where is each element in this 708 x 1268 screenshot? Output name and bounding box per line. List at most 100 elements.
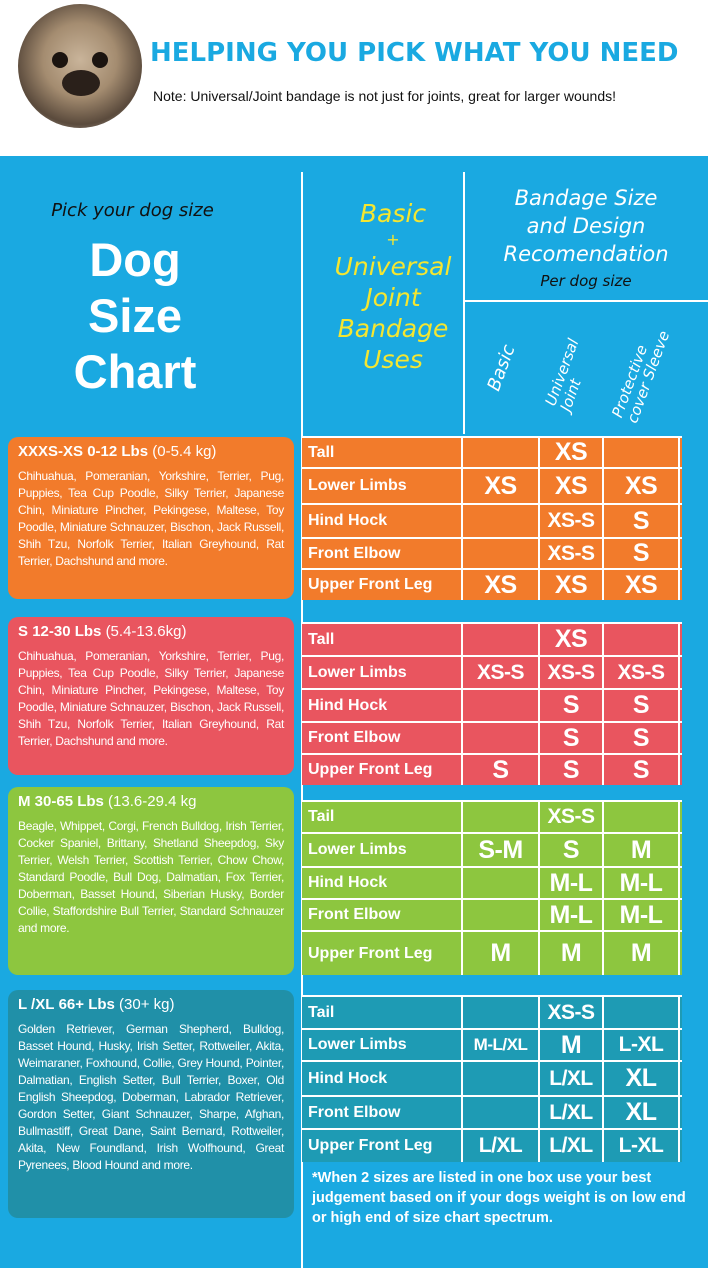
- basic-size: [463, 723, 540, 753]
- body-area-label: Hind Hock: [302, 690, 463, 721]
- basic-size: [463, 868, 540, 898]
- basic-size: S-M: [463, 834, 540, 866]
- basic-size: [463, 438, 540, 467]
- universal-size: S: [540, 834, 604, 866]
- table-row: Lower Limbs S-M S M: [302, 832, 682, 866]
- table-row: Hind Hock XS-S S: [302, 503, 682, 537]
- protective-size: M: [604, 932, 680, 975]
- universal-size: XS-S: [540, 539, 604, 568]
- body-area-label: Lower Limbs: [302, 657, 463, 688]
- protective-size: XS: [604, 469, 680, 503]
- protective-size: S: [604, 755, 680, 785]
- pick-size-label: Pick your dog size: [51, 200, 214, 221]
- body-area-label: Upper Front Leg: [302, 932, 463, 975]
- universal-size: M-L: [540, 900, 604, 930]
- rec-line: Recomendation: [503, 242, 669, 266]
- basic-size: [463, 1097, 540, 1128]
- breed-list: Chihuahua, Pomeranian, Yorkshire, Terrie…: [18, 649, 284, 748]
- uses-header: Basic + Universal Joint Bandage Uses: [318, 198, 468, 375]
- body-area-label: Front Elbow: [302, 1097, 463, 1128]
- table-row: Hind Hock S S: [302, 688, 682, 721]
- basic-size: M-L/XL: [463, 1030, 540, 1060]
- protective-size: XL: [604, 1097, 680, 1128]
- breed-list: Beagle, Whippet, Corgi, French Bulldog, …: [18, 819, 284, 935]
- table-row: Hind Hock L/XL XL: [302, 1060, 682, 1095]
- body-area-label: Front Elbow: [302, 900, 463, 930]
- body-area-label: Front Elbow: [302, 723, 463, 753]
- body-area-label: Upper Front Leg: [302, 755, 463, 785]
- universal-size: S: [540, 755, 604, 785]
- basic-size: [463, 505, 540, 537]
- universal-size: XS: [540, 570, 604, 600]
- breed-list: Golden Retriever, German Shepherd, Bulld…: [18, 1022, 284, 1172]
- divider: [463, 300, 708, 302]
- rec-line: and Design: [526, 214, 646, 238]
- protective-size: [604, 624, 680, 655]
- body-area-label: Tail: [302, 997, 463, 1028]
- universal-size: XS-S: [540, 505, 604, 537]
- table-row: Lower Limbs XS XS XS: [302, 467, 682, 503]
- universal-size: XS-S: [540, 657, 604, 688]
- protective-size: XS: [604, 570, 680, 600]
- basic-size: XS-S: [463, 657, 540, 688]
- uses-line: Joint: [365, 283, 421, 312]
- universal-size: M: [540, 932, 604, 975]
- table-row: Lower Limbs XS-S XS-S XS-S: [302, 655, 682, 688]
- basic-size: [463, 802, 540, 832]
- universal-size: XS: [540, 624, 604, 655]
- protective-size: M-L: [604, 900, 680, 930]
- table-row: Tall XS: [302, 622, 682, 655]
- header-note: Note: Universal/Joint bandage is not jus…: [153, 88, 617, 104]
- uses-line: Universal: [334, 252, 452, 281]
- universal-size: XS-S: [540, 997, 604, 1028]
- table-row: Front Elbow S S: [302, 721, 682, 753]
- basic-size: L/XL: [463, 1130, 540, 1162]
- basic-size: [463, 997, 540, 1028]
- dog-size-chart-title: Dog Size Chart: [0, 232, 270, 400]
- size-heading: S 12-30 Lbs (5.4-13.6kg): [18, 623, 187, 640]
- table-row: Upper Front Leg XS XS XS: [302, 568, 682, 600]
- size-groups-column: XXXS-XS 0-12 Lbs (0-5.4 kg) Chihuahua, P…: [8, 437, 294, 1218]
- basic-size: S: [463, 755, 540, 785]
- size-group-box: XXXS-XS 0-12 Lbs (0-5.4 kg) Chihuahua, P…: [8, 437, 294, 599]
- body-area-label: Lower Limbs: [302, 469, 463, 503]
- body-area-label: Hind Hock: [302, 868, 463, 898]
- table-row: Tall XS: [302, 436, 682, 467]
- protective-size: S: [604, 723, 680, 753]
- protective-size: [604, 802, 680, 832]
- basic-size: M: [463, 932, 540, 975]
- universal-size: L/XL: [540, 1097, 604, 1128]
- table-row: Tail XS-S: [302, 995, 682, 1028]
- uses-line: Bandage: [337, 314, 449, 343]
- body-area-label: Hind Hock: [302, 1062, 463, 1095]
- protective-size: S: [604, 539, 680, 568]
- protective-size: XL: [604, 1062, 680, 1095]
- table-row: Front Elbow XS-S S: [302, 537, 682, 568]
- table-row: Upper Front Leg L/XL L/XL L-XL: [302, 1128, 682, 1162]
- breed-list: Chihuahua, Pomeranian, Yorkshire, Terrie…: [18, 469, 284, 568]
- body-area-label: Upper Front Leg: [302, 1130, 463, 1162]
- rec-line: Bandage Size: [514, 186, 658, 210]
- body-area-label: Lower Limbs: [302, 1030, 463, 1060]
- uses-line: Uses: [363, 345, 423, 374]
- universal-size: S: [540, 723, 604, 753]
- universal-size: M-L: [540, 868, 604, 898]
- table-row: Hind Hock M-L M-L: [302, 866, 682, 898]
- protective-size: L-XL: [604, 1030, 680, 1060]
- title-line: Chart: [73, 345, 197, 398]
- protective-size: M: [604, 834, 680, 866]
- uses-line: Basic: [359, 199, 427, 228]
- universal-size: L/XL: [540, 1062, 604, 1095]
- body-area-label: Tall: [302, 438, 463, 467]
- size-heading: L /XL 66+ Lbs (30+ kg): [18, 996, 175, 1013]
- table-row: Front Elbow L/XL XL: [302, 1095, 682, 1128]
- protective-size: XS-S: [604, 657, 680, 688]
- page-title: HELPING YOU PICK WHAT YOU NEED: [150, 38, 679, 68]
- footnote: *When 2 sizes are listed in one box use …: [312, 1170, 686, 1226]
- body-area-label: Lower Limbs: [302, 834, 463, 866]
- uses-line: +: [386, 230, 400, 249]
- table-row: Upper Front Leg S S S: [302, 753, 682, 785]
- body-area-label: Tail: [302, 802, 463, 832]
- per-dog-size-label: Per dog size: [540, 272, 632, 290]
- protective-size: S: [604, 505, 680, 537]
